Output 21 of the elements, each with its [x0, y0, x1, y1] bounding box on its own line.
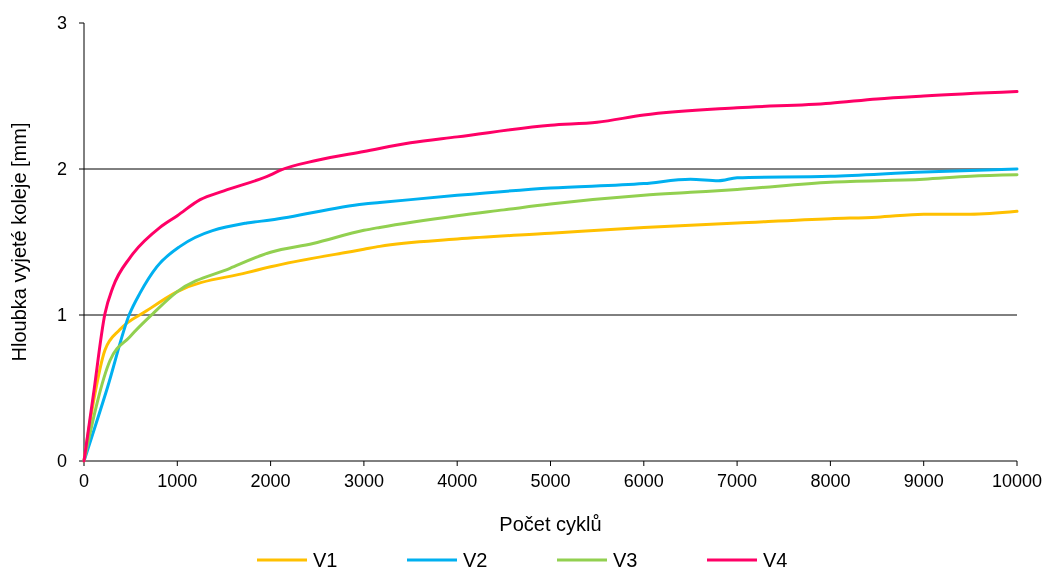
x-tick-label: 9000	[903, 471, 944, 491]
x-axis-title: Počet cyklů	[499, 513, 602, 535]
x-tick-label: 6000	[623, 471, 664, 491]
x-tick-label: 0	[78, 471, 90, 491]
x-tick-label: 1000	[157, 471, 198, 491]
x-tick-label: 5000	[530, 471, 571, 491]
y-tick-label: 1	[56, 305, 68, 325]
y-tick-label: 3	[56, 13, 68, 33]
x-tick-label: 8000	[810, 471, 851, 491]
x-tick-label: 4000	[437, 471, 478, 491]
legend-label: V4	[763, 549, 788, 571]
x-tick-label: 10000	[991, 471, 1043, 491]
legend-label: V2	[463, 549, 488, 571]
y-tick-label: 0	[56, 451, 68, 471]
x-tick-label: 2000	[250, 471, 291, 491]
y-axis-title: Hloubka vyjeté koleje [mm]	[8, 122, 30, 362]
x-tick-label: 3000	[343, 471, 384, 491]
legend-label: V1	[313, 549, 338, 571]
y-tick-label: 2	[56, 159, 68, 179]
x-tick-label: 7000	[717, 471, 758, 491]
legend-label: V3	[613, 549, 638, 571]
